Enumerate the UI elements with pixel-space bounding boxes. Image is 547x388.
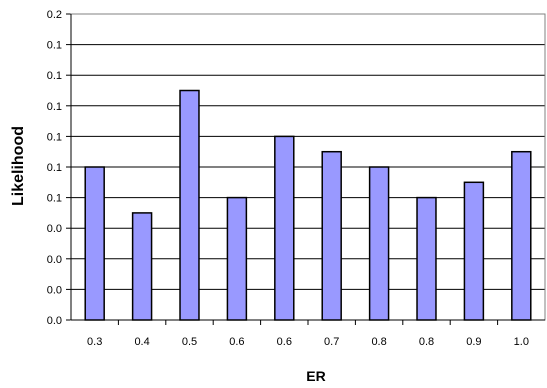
x-tick-label: 0.6 — [229, 336, 244, 348]
y-tick-label: 0.2 — [47, 9, 62, 21]
y-tick-label: 0.1 — [47, 40, 62, 52]
bar — [416, 196, 437, 321]
x-tick-label: 0.3 — [87, 336, 102, 348]
x-axis-title: ER — [306, 368, 325, 384]
y-tick-label: 0.0 — [47, 284, 62, 296]
bar — [463, 181, 485, 321]
bar — [84, 166, 105, 321]
y-tick-label: 0.0 — [47, 223, 62, 235]
bar — [321, 150, 342, 321]
y-tick-label: 0.1 — [47, 162, 62, 174]
x-tick-label: 0.8 — [371, 336, 386, 348]
y-tick-label: 0.0 — [47, 254, 62, 266]
y-tick-label: 0.1 — [47, 70, 62, 82]
bar — [274, 135, 295, 321]
x-tick-label: 0.9 — [466, 336, 481, 348]
bars — [84, 89, 532, 321]
bar — [226, 196, 248, 321]
x-tick-label: 1.0 — [514, 336, 529, 348]
y-tick-labels: 0.0 0.0 0.0 0.0 0.1 0.1 0.1 0.1 0.1 0.1 0.2 — [47, 9, 62, 327]
y-tick-label: 0.0 — [47, 315, 62, 327]
bar — [131, 212, 153, 321]
x-tick-label: 0.5 — [182, 336, 197, 348]
y-axis-title: Likelihood — [10, 126, 27, 206]
bar — [368, 166, 390, 321]
x-tick-label: 0.8 — [419, 336, 434, 348]
y-tick-label: 0.1 — [47, 193, 62, 205]
bar — [179, 89, 200, 321]
x-tick-labels: 0.3 0.4 0.5 0.6 0.6 0.7 0.8 0.8 0.9 1.0 — [87, 336, 529, 348]
y-tick-label: 0.1 — [47, 101, 62, 113]
y-tick-label: 0.1 — [47, 131, 62, 143]
x-tick-label: 0.7 — [324, 336, 339, 348]
axes — [66, 13, 546, 325]
bar — [511, 150, 532, 321]
x-tick-label: 0.6 — [277, 336, 292, 348]
x-tick-label: 0.4 — [134, 336, 149, 348]
